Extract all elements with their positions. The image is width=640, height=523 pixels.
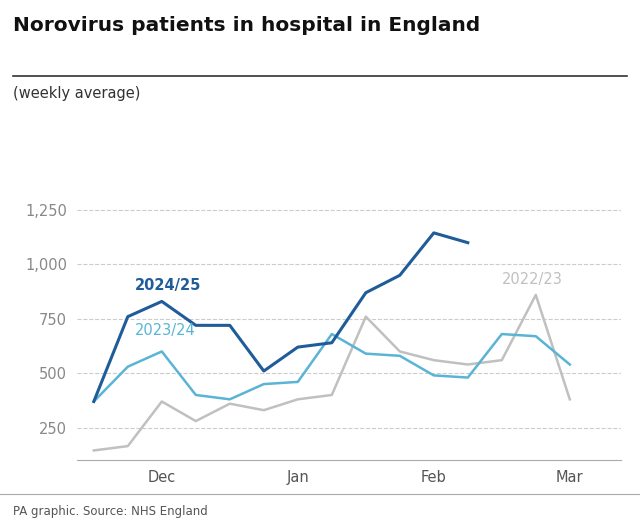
Text: Norovirus patients in hospital in England: Norovirus patients in hospital in Englan… — [13, 16, 480, 35]
Text: PA graphic. Source: NHS England: PA graphic. Source: NHS England — [13, 505, 207, 518]
Text: 2023/24: 2023/24 — [134, 323, 195, 338]
Text: 2022/23: 2022/23 — [502, 272, 563, 287]
Text: 2024/25: 2024/25 — [134, 278, 201, 293]
Text: (weekly average): (weekly average) — [13, 86, 140, 101]
